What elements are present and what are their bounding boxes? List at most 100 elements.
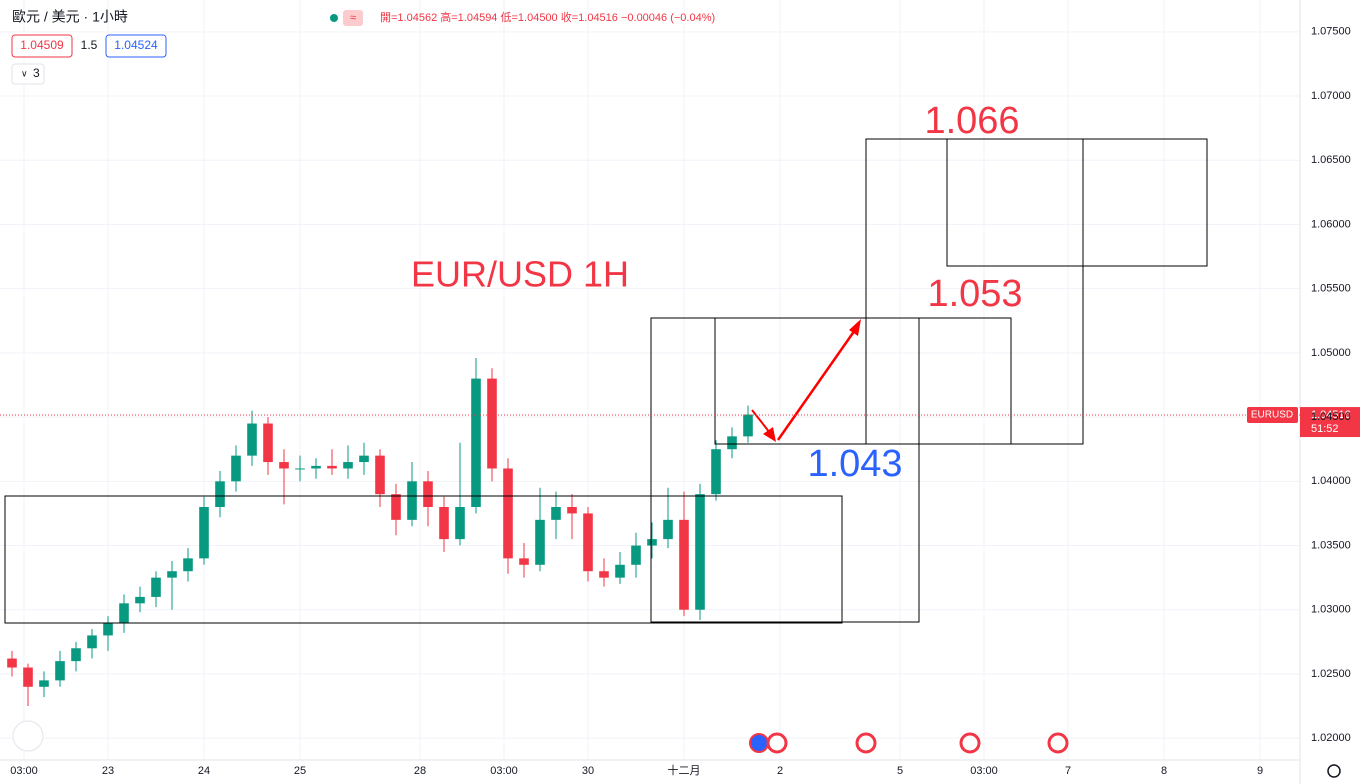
candle-body — [663, 519, 673, 540]
candle-body — [23, 667, 33, 687]
y-tick-label: 1.02500 — [1311, 668, 1351, 680]
candle-body — [535, 519, 545, 565]
candle-body — [7, 658, 17, 668]
y-tick-label: 1.05000 — [1311, 347, 1351, 359]
y-tick-label: 1.03000 — [1311, 604, 1351, 616]
annotation: 1.066 — [924, 100, 1019, 142]
candle-body — [103, 622, 113, 636]
candle-body — [119, 603, 129, 623]
candle-body — [727, 436, 737, 450]
candle-body — [487, 378, 497, 469]
header: 歐元 / 美元 · 1小時 ≈ 開=1.04562 高=1.04594 低=1.… — [11, 9, 715, 85]
candle-body — [135, 596, 145, 604]
candle-body — [183, 558, 193, 572]
candle-body — [679, 519, 689, 610]
candle-body — [615, 564, 625, 578]
x-tick-label: 28 — [414, 765, 426, 777]
candle-body — [423, 481, 433, 508]
y-tick-label: 1.05500 — [1311, 283, 1351, 295]
ask: 1.04524 — [114, 38, 158, 52]
candle-body — [231, 455, 241, 482]
arrow — [751, 409, 771, 434]
arrow-head — [849, 319, 861, 336]
y-tick-label: 1.04500 — [1311, 411, 1351, 423]
y-tick-label: 1.07500 — [1311, 26, 1351, 38]
candle-body — [743, 414, 753, 437]
x-tick-label: 25 — [294, 765, 306, 777]
chevron: ∨ — [21, 68, 28, 78]
candle-body — [711, 449, 721, 495]
candle-body — [311, 465, 321, 469]
settings-icon[interactable] — [1327, 764, 1341, 778]
status-badge — [343, 10, 363, 26]
x-tick-label: 5 — [897, 765, 903, 777]
chart-title: EUR/USD 1H — [411, 254, 629, 295]
candle-body — [375, 455, 385, 495]
candle-body — [359, 455, 369, 463]
candle-body — [647, 539, 657, 546]
candle-body — [39, 680, 49, 687]
candle-body — [263, 423, 273, 463]
price-tag-bg — [1300, 407, 1360, 438]
candle-body — [199, 507, 209, 559]
y-tick-label: 1.06500 — [1311, 154, 1351, 166]
x-tick-label: 2 — [777, 765, 783, 777]
box — [714, 317, 1012, 445]
candle-body — [519, 558, 529, 565]
x-tick-label: 8 — [1161, 765, 1167, 777]
candle-body — [599, 571, 609, 578]
drawings — [4, 138, 1208, 624]
logo — [12, 720, 44, 752]
arrow — [776, 329, 857, 441]
event-icon[interactable] — [855, 732, 877, 754]
symbol-tag-bg — [1247, 407, 1298, 424]
y-tick-label: 1.03500 — [1311, 539, 1351, 551]
x-tick-label: 23 — [102, 765, 114, 777]
x-tick-label: 30 — [582, 765, 594, 777]
last-price: EURUSD 1.04516 51:52 — [0, 407, 1360, 438]
candle-body — [295, 468, 305, 470]
candle-body — [55, 661, 65, 681]
candle-body — [631, 545, 641, 565]
x-tick-label: 03:00 — [10, 765, 38, 777]
event-icon[interactable] — [766, 732, 788, 754]
candle-body — [247, 423, 257, 456]
candle-body — [583, 513, 593, 572]
x-tick-label: 03:00 — [970, 765, 998, 777]
candle-body — [167, 571, 177, 578]
annotation: 1.053 — [927, 273, 1022, 315]
symbol-tag: EURUSD — [1251, 410, 1293, 421]
y-tick-label: 1.06000 — [1311, 218, 1351, 230]
x-tick-label: 03:00 — [490, 765, 518, 777]
x-tick-label: 24 — [198, 765, 210, 777]
indicator-count: 3 — [33, 66, 40, 80]
indicator-toggle[interactable] — [11, 63, 45, 85]
event-icon[interactable] — [1047, 732, 1069, 754]
candle-body — [215, 481, 225, 508]
candle-body — [71, 648, 81, 662]
candle-body — [567, 507, 577, 514]
event-icon[interactable] — [959, 732, 981, 754]
annotation: 1.043 — [807, 443, 902, 485]
ask-box[interactable] — [105, 34, 167, 58]
ohlc: 開=1.04562 高=1.04594 低=1.04500 收=1.04516 … — [380, 10, 715, 24]
y-tick-label: 1.07000 — [1311, 90, 1351, 102]
candle-body — [551, 507, 561, 520]
candle-body — [407, 481, 417, 520]
bid: 1.04509 — [20, 38, 64, 52]
candle-body — [279, 462, 289, 469]
symbol: 歐元 / 美元 · 1小時 — [12, 9, 128, 25]
box — [4, 495, 843, 624]
candle-body — [151, 577, 161, 597]
candle-body — [503, 468, 513, 559]
candle-body — [391, 494, 401, 520]
event-icon[interactable] — [749, 733, 769, 753]
bid-box[interactable] — [11, 34, 73, 58]
x-tick-label: 7 — [1065, 765, 1071, 777]
status-dot — [330, 14, 338, 22]
candle-body — [87, 635, 97, 649]
box — [946, 138, 1208, 267]
